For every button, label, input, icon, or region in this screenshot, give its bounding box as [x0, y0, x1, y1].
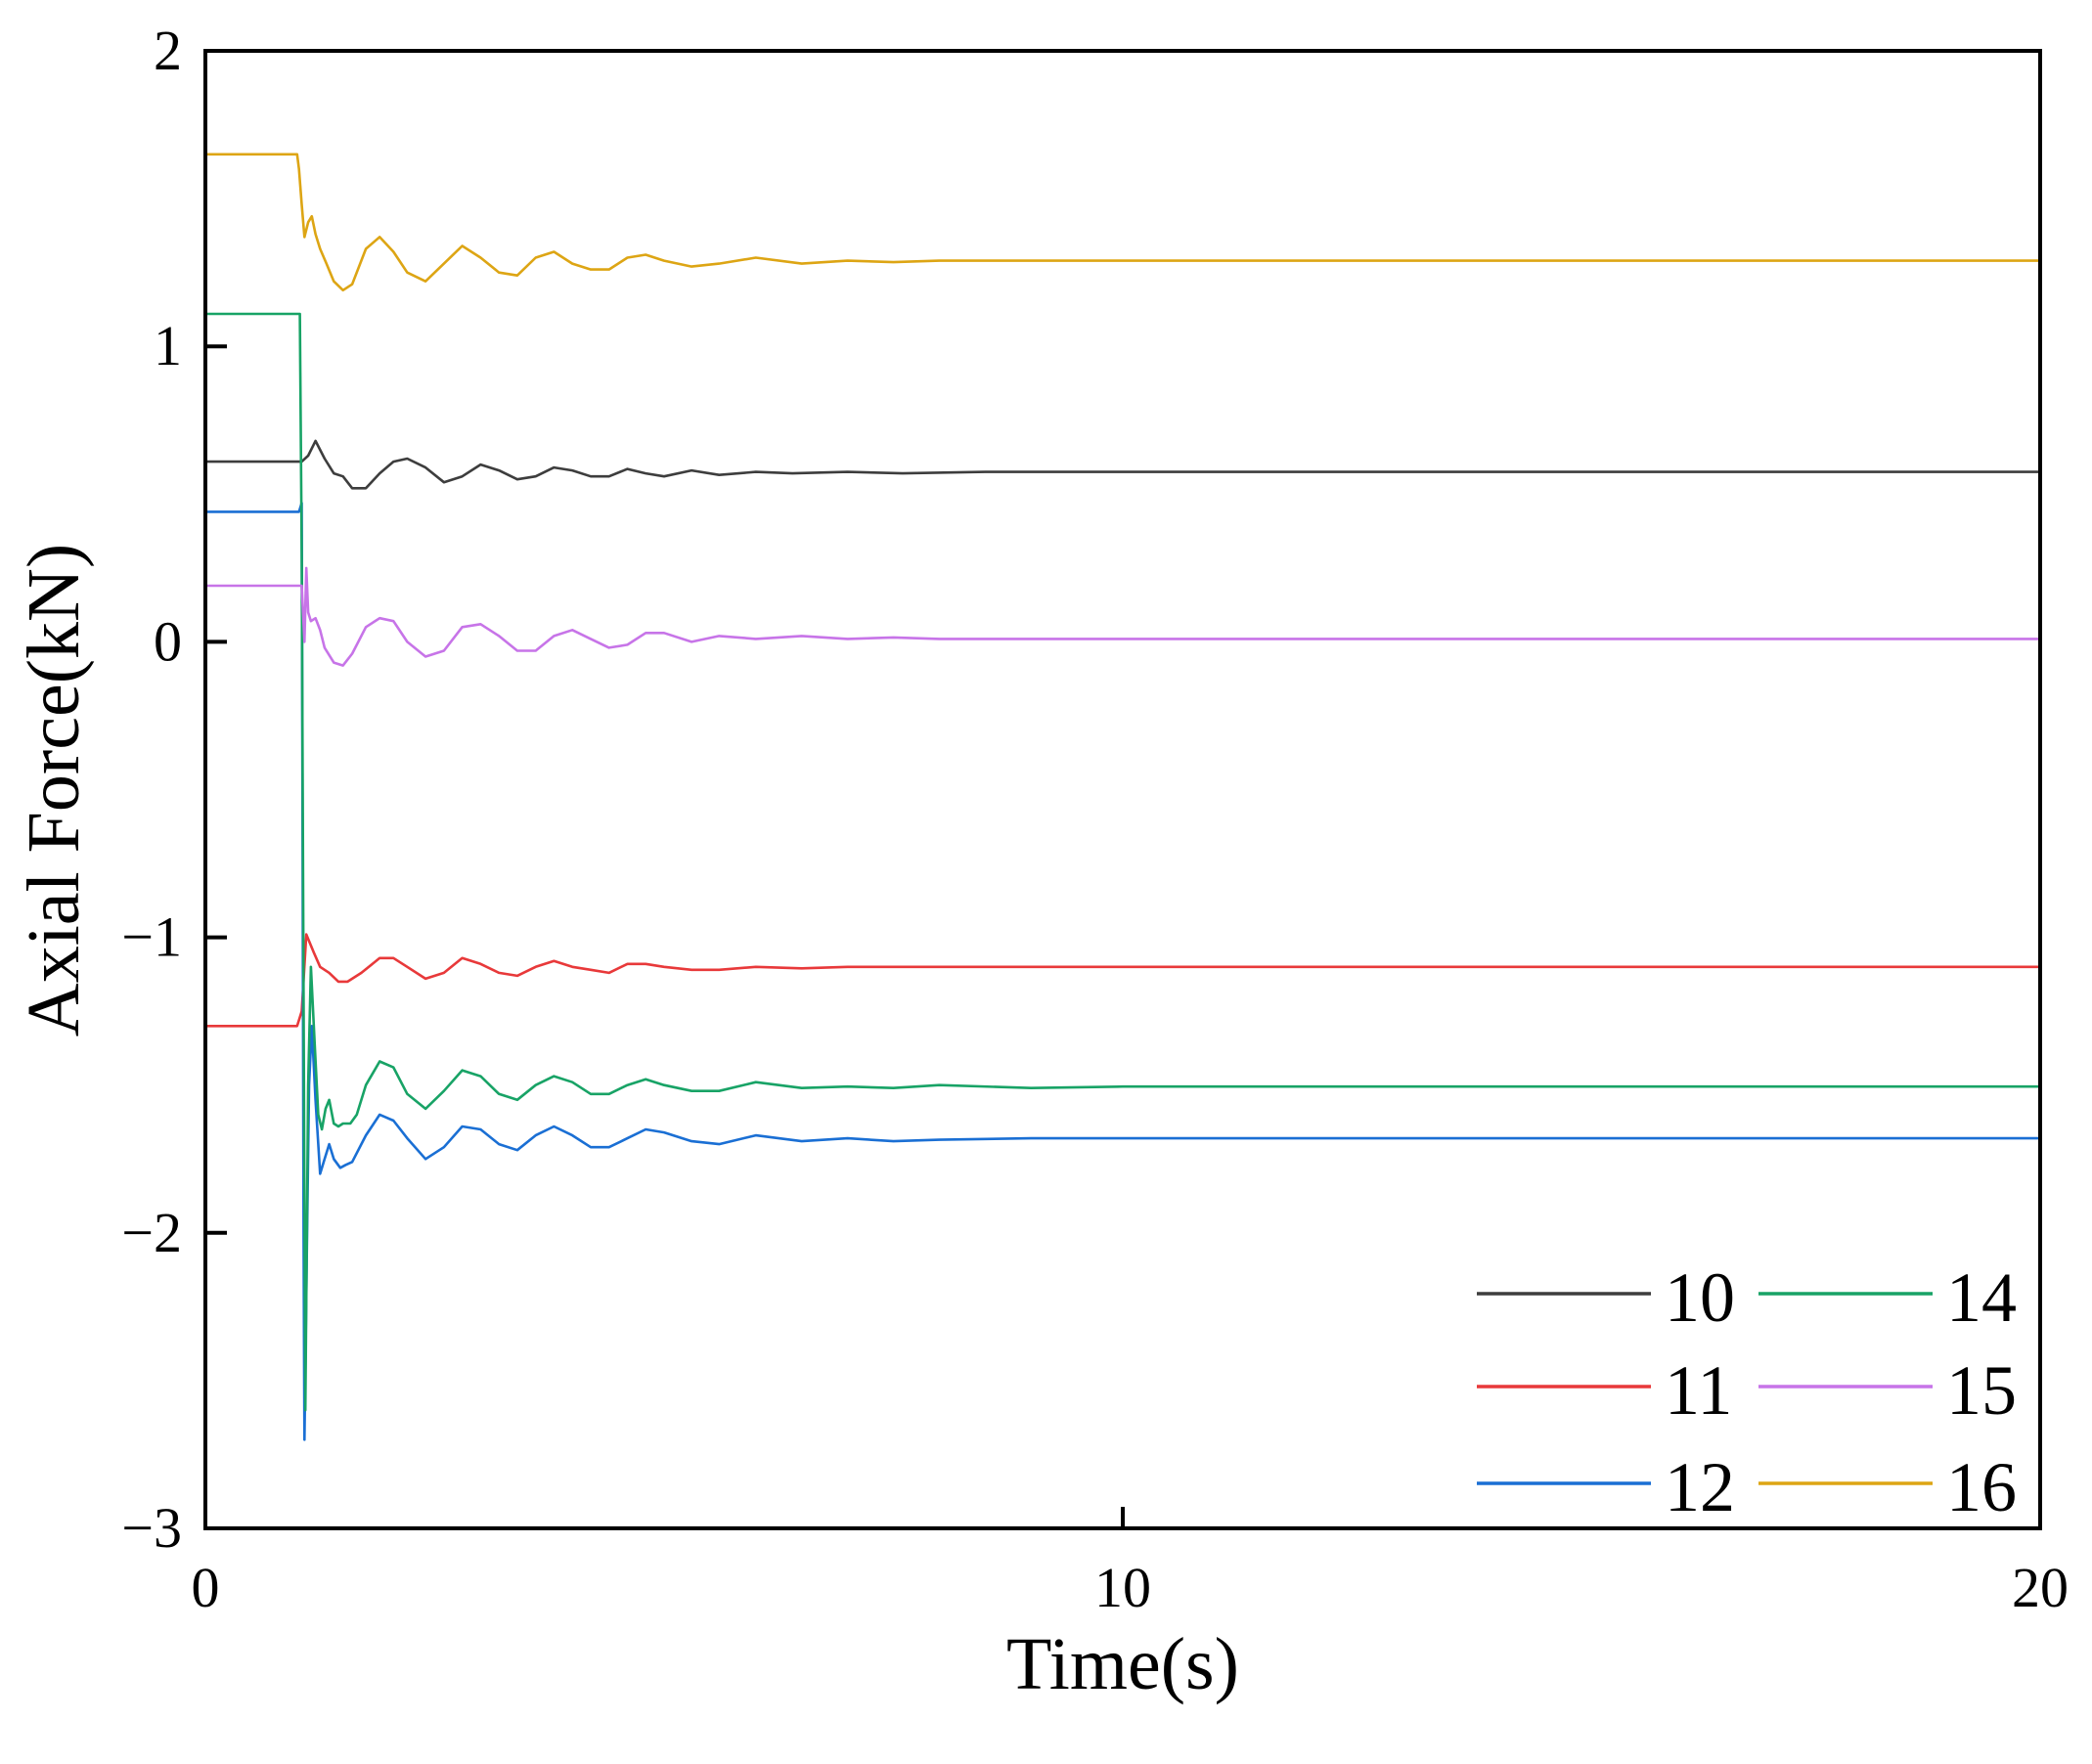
series-line-12	[205, 502, 2040, 1441]
series-line-15	[205, 566, 2040, 667]
series-line-16	[205, 153, 2040, 292]
plot-series-group	[205, 153, 2040, 1441]
x-axis-title: Time(s)	[1006, 1623, 1239, 1705]
x-tick-label: 0	[192, 1556, 220, 1619]
legend-label-11: 11	[1665, 1351, 1732, 1430]
legend-label-10: 10	[1665, 1258, 1735, 1337]
series-line-14	[205, 312, 2040, 1412]
legend-label-12: 12	[1665, 1448, 1735, 1526]
series-line-10	[205, 439, 2040, 490]
y-tick-label: −2	[121, 1201, 182, 1264]
legend-label-16: 16	[1946, 1448, 2017, 1526]
y-tick-label: 2	[154, 19, 182, 82]
legend: 10 11 12 14 15 16	[1477, 1258, 2017, 1526]
x-ticks-group: 0 10 20	[192, 1507, 2069, 1619]
y-ticks-group: −3 −2 −1 0 1 2	[121, 19, 227, 1560]
y-axis-title: Axial Force(kN)	[13, 544, 95, 1036]
series-line-11	[205, 933, 2040, 1028]
x-tick-label: 10	[1094, 1556, 1151, 1619]
y-tick-label: 0	[154, 609, 182, 673]
x-tick-label: 20	[2012, 1556, 2069, 1619]
y-tick-label: −3	[121, 1496, 182, 1560]
y-tick-label: −1	[121, 905, 182, 969]
y-tick-label: 1	[154, 314, 182, 377]
plot-frame	[203, 49, 2042, 1530]
legend-label-14: 14	[1946, 1258, 2017, 1337]
legend-label-15: 15	[1946, 1351, 2017, 1430]
